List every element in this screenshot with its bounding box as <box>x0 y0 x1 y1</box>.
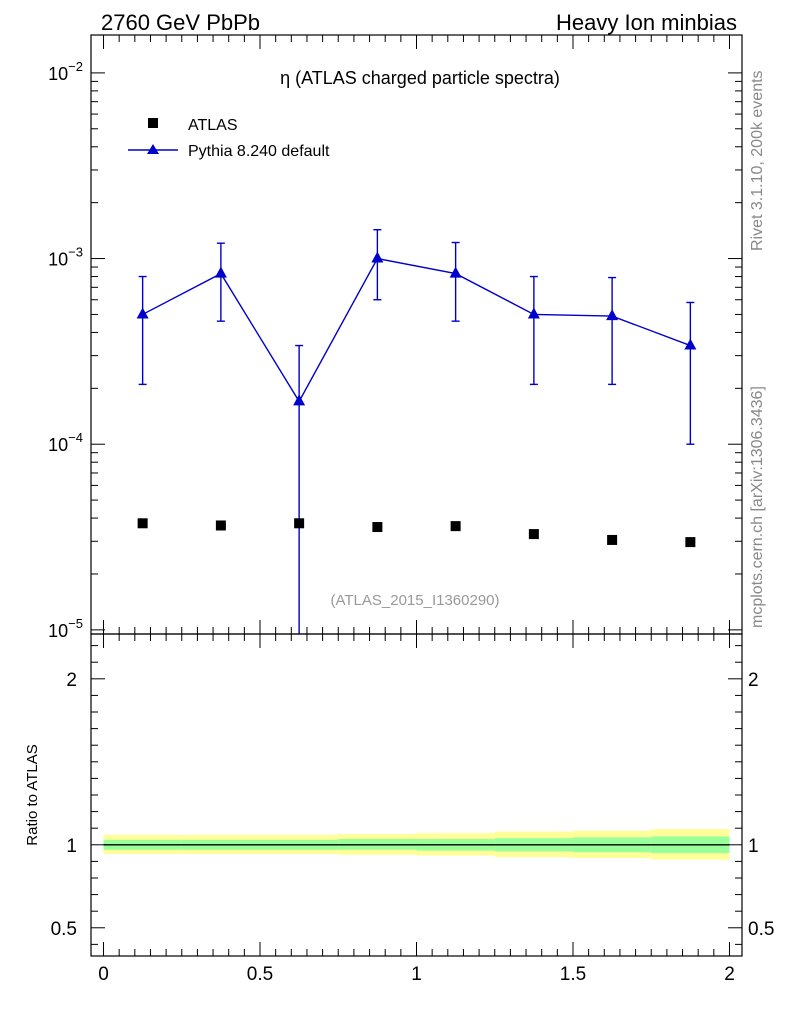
main-y-tick-label: 10−4 <box>48 430 83 455</box>
plot-title: η (ATLAS charged particle spectra) <box>280 68 560 88</box>
ratio-x-tick-label: 2 <box>724 964 735 985</box>
ratio-x-tick-label: 1.5 <box>560 964 586 985</box>
atlas-point <box>372 522 383 533</box>
main-x-ticks <box>103 35 730 634</box>
pythia-point <box>371 251 384 263</box>
ratio-y-tick-label-left: 1 <box>66 836 77 857</box>
ratio-x-tick-label: 0.5 <box>247 964 273 985</box>
pythia-point <box>684 338 697 350</box>
pythia-point <box>449 266 462 278</box>
atlas-point <box>294 518 305 529</box>
main-y-tick-label: 10−2 <box>48 59 83 84</box>
rivet-version-label: Rivet 3.1.10, 200k events <box>749 70 766 251</box>
main-y-tick-label: 10−3 <box>48 245 83 270</box>
legend: ATLAS Pythia 8.240 default <box>128 117 330 160</box>
pythia-point <box>527 307 540 319</box>
pythia-point <box>136 307 149 319</box>
ratio-panel: 0.5 0.5 1 1 2 2 0 0.5 1 1.5 2 Ratio to ATLAS <box>24 633 774 985</box>
pythia-point <box>606 309 619 321</box>
ratio-y-tick-label-left: 0.5 <box>51 919 77 940</box>
pythia-point <box>293 394 306 406</box>
watermark-label: (ATLAS_2015_I1360290) <box>330 592 499 609</box>
ratio-ylabel: Ratio to ATLAS <box>24 744 41 845</box>
header-right-label: Heavy Ion minbias <box>556 10 737 35</box>
atlas-point <box>685 537 696 548</box>
ratio-y-tick-label-left: 2 <box>66 670 77 691</box>
ratio-y-axis: 0.5 0.5 1 1 2 2 <box>51 645 774 945</box>
atlas-point <box>528 529 539 540</box>
atlas-point <box>215 520 226 531</box>
ratio-y-tick-label-right: 1 <box>748 836 759 857</box>
ratio-plot-frame <box>90 633 743 957</box>
main-panel: 10−2 10−3 10−4 10−5 η (ATLAS charged partic… <box>48 34 743 641</box>
atlas-point <box>450 521 461 532</box>
mcplots-label: mcplots.cern.ch [arXiv:1306.3436] <box>749 386 766 628</box>
main-data-layer <box>136 229 697 634</box>
legend-atlas-marker <box>148 118 158 128</box>
ratio-y-tick-label-right: 2 <box>748 670 759 691</box>
main-y-tick-label: 10−5 <box>48 616 83 641</box>
pythia-point <box>214 266 227 278</box>
ratio-x-tick-label: 1 <box>411 964 422 985</box>
header-left-label: 2760 GeV PbPb <box>101 10 260 35</box>
legend-pythia-marker <box>147 144 159 154</box>
pythia-series-line <box>142 257 691 403</box>
ratio-x-axis: 0 0.5 1 1.5 2 <box>98 634 735 985</box>
ratio-x-tick-label: 0 <box>98 964 109 985</box>
legend-pythia-label: Pythia 8.240 default <box>188 143 330 160</box>
atlas-point <box>137 518 148 529</box>
ratio-y-tick-label-right: 0.5 <box>748 919 774 940</box>
atlas-point <box>607 534 618 545</box>
legend-atlas-label: ATLAS <box>188 117 238 134</box>
